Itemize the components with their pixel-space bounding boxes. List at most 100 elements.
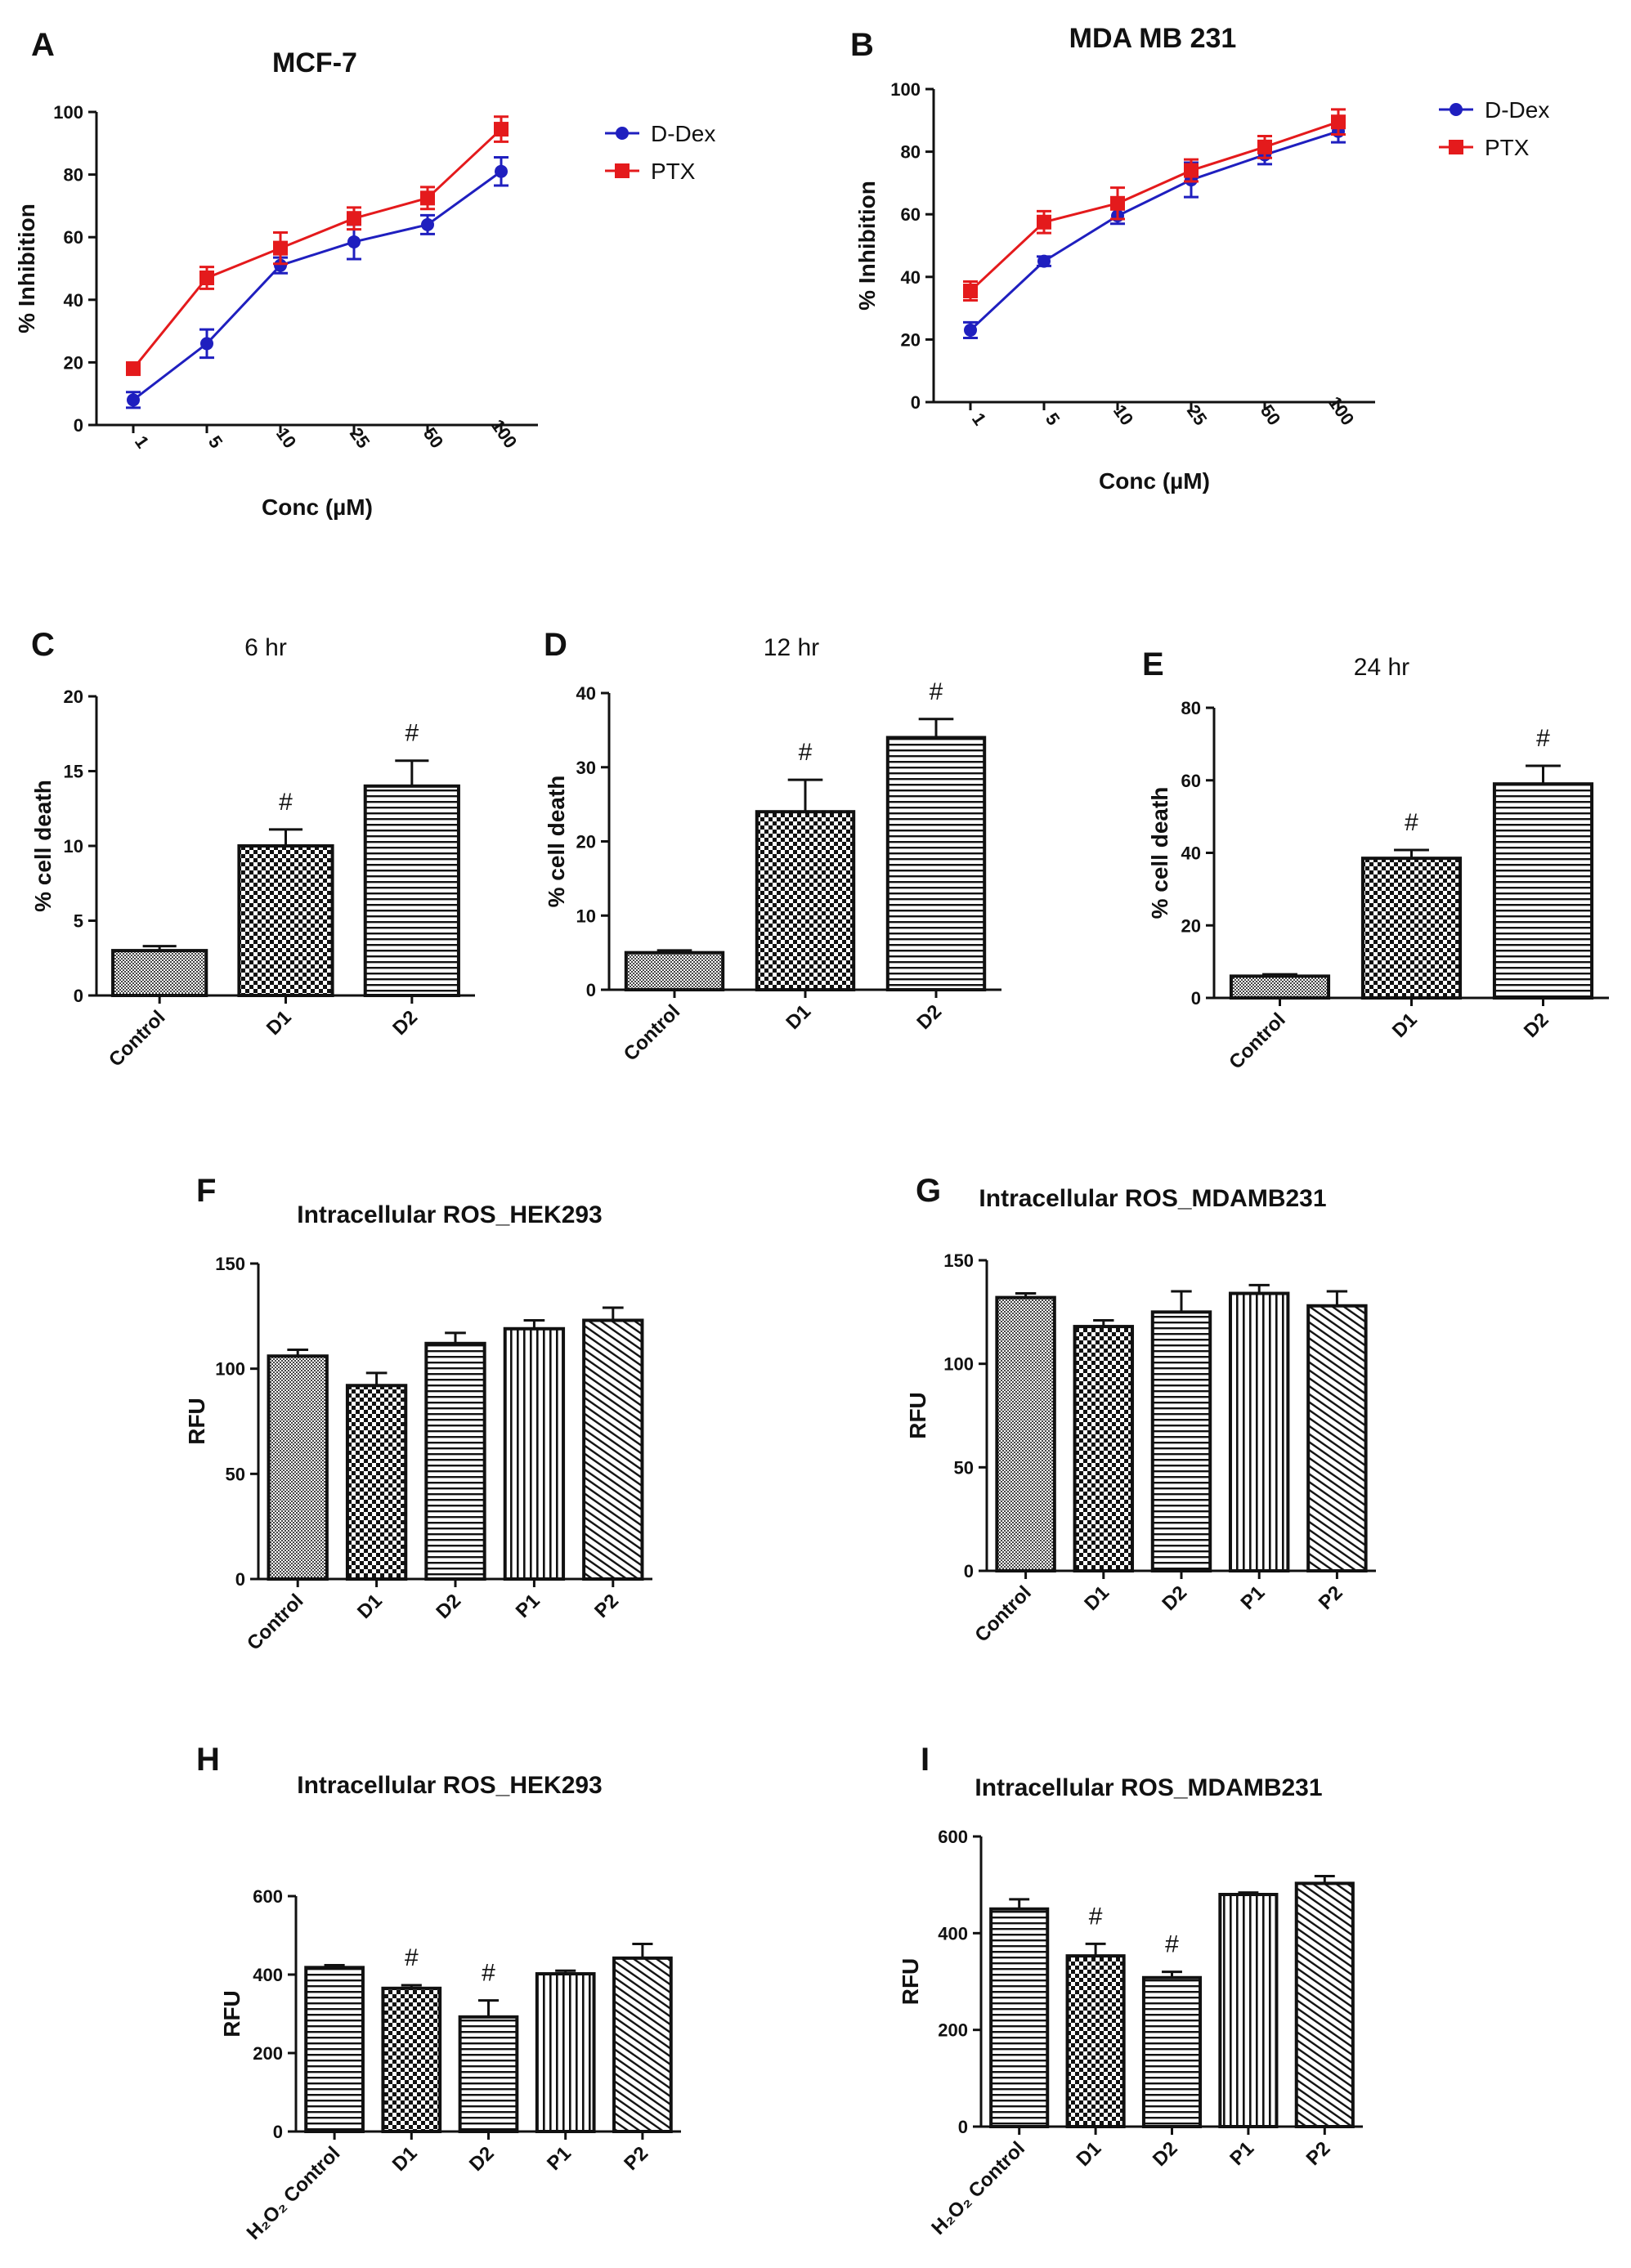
panel-g-bar-p2 [1306,1304,1368,1572]
panel-i-x-tick-label: D2 [1149,2137,1182,2171]
panel-b-point-ptx [1257,139,1272,154]
panel-a-series-ptx [132,127,503,370]
panel-d-bar-d2 [885,736,987,991]
panel-d-x-tick-label: D2 [912,1000,946,1034]
panel-e-significance: # [1405,809,1418,836]
panel-a-ylabel: % Inhibition [14,204,39,333]
panel-b-point-ptx [1110,195,1125,211]
panel-a-point-ptx [494,122,509,137]
panel-a-point-d-dex [274,258,287,272]
panel-d-significance: # [930,678,943,705]
panel-i-y-tick-label: 600 [938,1827,968,1847]
panel-e-y-tick-label: 20 [1181,915,1201,936]
panel-g-x-tick-label: D1 [1080,1581,1113,1615]
panel-a-y-tick-label: 100 [53,102,83,123]
panel-a-x-tick-label: 100 [487,415,522,451]
panel-f-y-tick-label: 150 [215,1254,245,1274]
panel-i-y-tick-label: 0 [958,2117,968,2137]
panel-g-y-tick-label: 150 [943,1250,974,1271]
panel-a-xlabel: Conc (µM) [262,494,373,520]
panel-f-bar-d1 [345,1384,408,1581]
panel-f-ylabel: RFU [184,1398,209,1445]
panel-c-y-tick-label: 10 [64,836,83,857]
panel-a-point-d-dex [200,337,213,351]
panel-b-y-tick-label: 60 [901,204,921,225]
panel-f-letter: F [196,1173,216,1209]
panel-g-bar-p1 [1228,1291,1290,1572]
panel-b-point-d-dex [964,323,977,337]
panel-a-point-ptx [420,190,435,206]
panel-g-bar-control [995,1295,1056,1572]
panel-h-bar-p2 [612,1956,673,2134]
panel-g-title: Intracellular ROS_MDAMB231 [979,1185,1326,1212]
panel-a-point-d-dex [495,164,508,178]
panel-f-bar-p2 [582,1318,644,1581]
panel-i-y-tick-label: 400 [938,1923,968,1944]
panel-i-bar-h-o-control [989,1907,1050,2128]
panel-a-y-tick-label: 40 [64,290,83,311]
panel-b-ylabel: % Inhibition [854,181,880,311]
panel-h-x-tick-label: D1 [388,2142,422,2176]
panel-i-bar-d2 [1141,1975,1203,2128]
panel-c-x-tick-label: Control [105,1006,169,1071]
panel-a-y-tick-label: 80 [64,165,83,186]
panel-e-y-tick-label: 40 [1181,843,1201,864]
panel-b-legend-label: PTX [1485,135,1530,160]
panel-h-y-tick-label: 600 [253,1886,283,1907]
panel-a-point-d-dex [421,217,434,231]
panel-d-y-tick-label: 20 [576,832,596,852]
panel-e: E 24 hr 0 20 40 60 80 % cell death Control # D1 # D2 [1142,646,1609,1074]
panel-b-series-ptx [969,120,1339,293]
panel-b-title: MDA MB 231 [1069,23,1237,54]
panel-a-y-tick-label: 60 [64,227,83,248]
panel-b-x-tick-label: 10 [1109,400,1138,428]
panel-h-bar-h-o-control [304,1966,365,2134]
panel-e-bar-d2 [1492,782,1594,1000]
panel-d-bar-d1 [755,810,856,992]
panel-f-y-tick-label: 100 [215,1359,245,1380]
panel-g-y-tick-label: 50 [954,1457,974,1478]
panel-c-y-tick-label: 0 [74,986,83,1006]
panel-b-point-ptx [1331,114,1346,130]
panel-c-significance: # [279,789,293,816]
panel-f-x-tick-label: D1 [353,1590,387,1623]
panel-e-x-tick-label: D2 [1520,1009,1553,1042]
panel-h-x-tick-label: H₂O₂ Control [243,2142,345,2244]
panel-c-bar-control [111,949,208,997]
panel-a-point-ptx [347,211,361,226]
panel-a-x-tick-label: 50 [419,423,448,451]
panel-g-y-tick-label: 100 [943,1354,974,1375]
panel-b-y-tick-label: 0 [911,392,921,413]
panel-b-y-tick-label: 100 [890,79,921,100]
panel-c-significance: # [405,720,419,747]
panel-i-x-tick-label: D1 [1073,2137,1106,2171]
panel-d-ylabel: % cell death [544,776,569,908]
panel-b-legend-marker [1450,103,1463,116]
panel-e-significance: # [1536,725,1550,752]
panel-g-letter: G [916,1173,941,1209]
panel-g-y-tick-label: 0 [964,1561,974,1581]
panel-h-x-tick-label: P1 [543,2142,576,2175]
panel-h-title: Intracellular ROS_HEK293 [297,1772,603,1799]
panel-a-legend-label: PTX [651,159,696,184]
panel-a-legend-label: D-Dex [651,121,715,146]
panel-a-y-tick-label: 20 [64,352,83,373]
panel-d-y-tick-label: 40 [576,683,596,704]
panel-i-letter: I [921,1742,930,1778]
panel-i: I Intracellular ROS_MDAMB231 0 200 400 600 RFU… [898,1742,1363,2239]
panel-h-y-tick-label: 200 [253,2043,283,2064]
panel-f-x-tick-label: Control [243,1590,307,1654]
panel-a-point-ptx [199,270,214,285]
panel-d-x-tick-label: D1 [782,1000,815,1034]
panel-c-x-tick-label: D1 [262,1006,296,1040]
panel-a-x-tick-label: 1 [131,432,154,451]
panel-f-x-tick-label: D2 [432,1590,465,1623]
panel-e-ylabel: % cell death [1147,787,1172,919]
panel-a: A MCF-7 0 20 40 60 80 100 % Inhibition 1 5 10 25 50 10… [14,27,715,520]
panel-i-y-tick-label: 200 [938,2020,968,2041]
panel-h-ylabel: RFU [219,1990,244,2038]
panel-h-x-tick-label: D2 [465,2142,499,2176]
panel-c-title: 6 hr [244,634,287,661]
panel-g-bar-d1 [1073,1325,1135,1572]
panel-h-bar-p1 [535,1972,596,2134]
